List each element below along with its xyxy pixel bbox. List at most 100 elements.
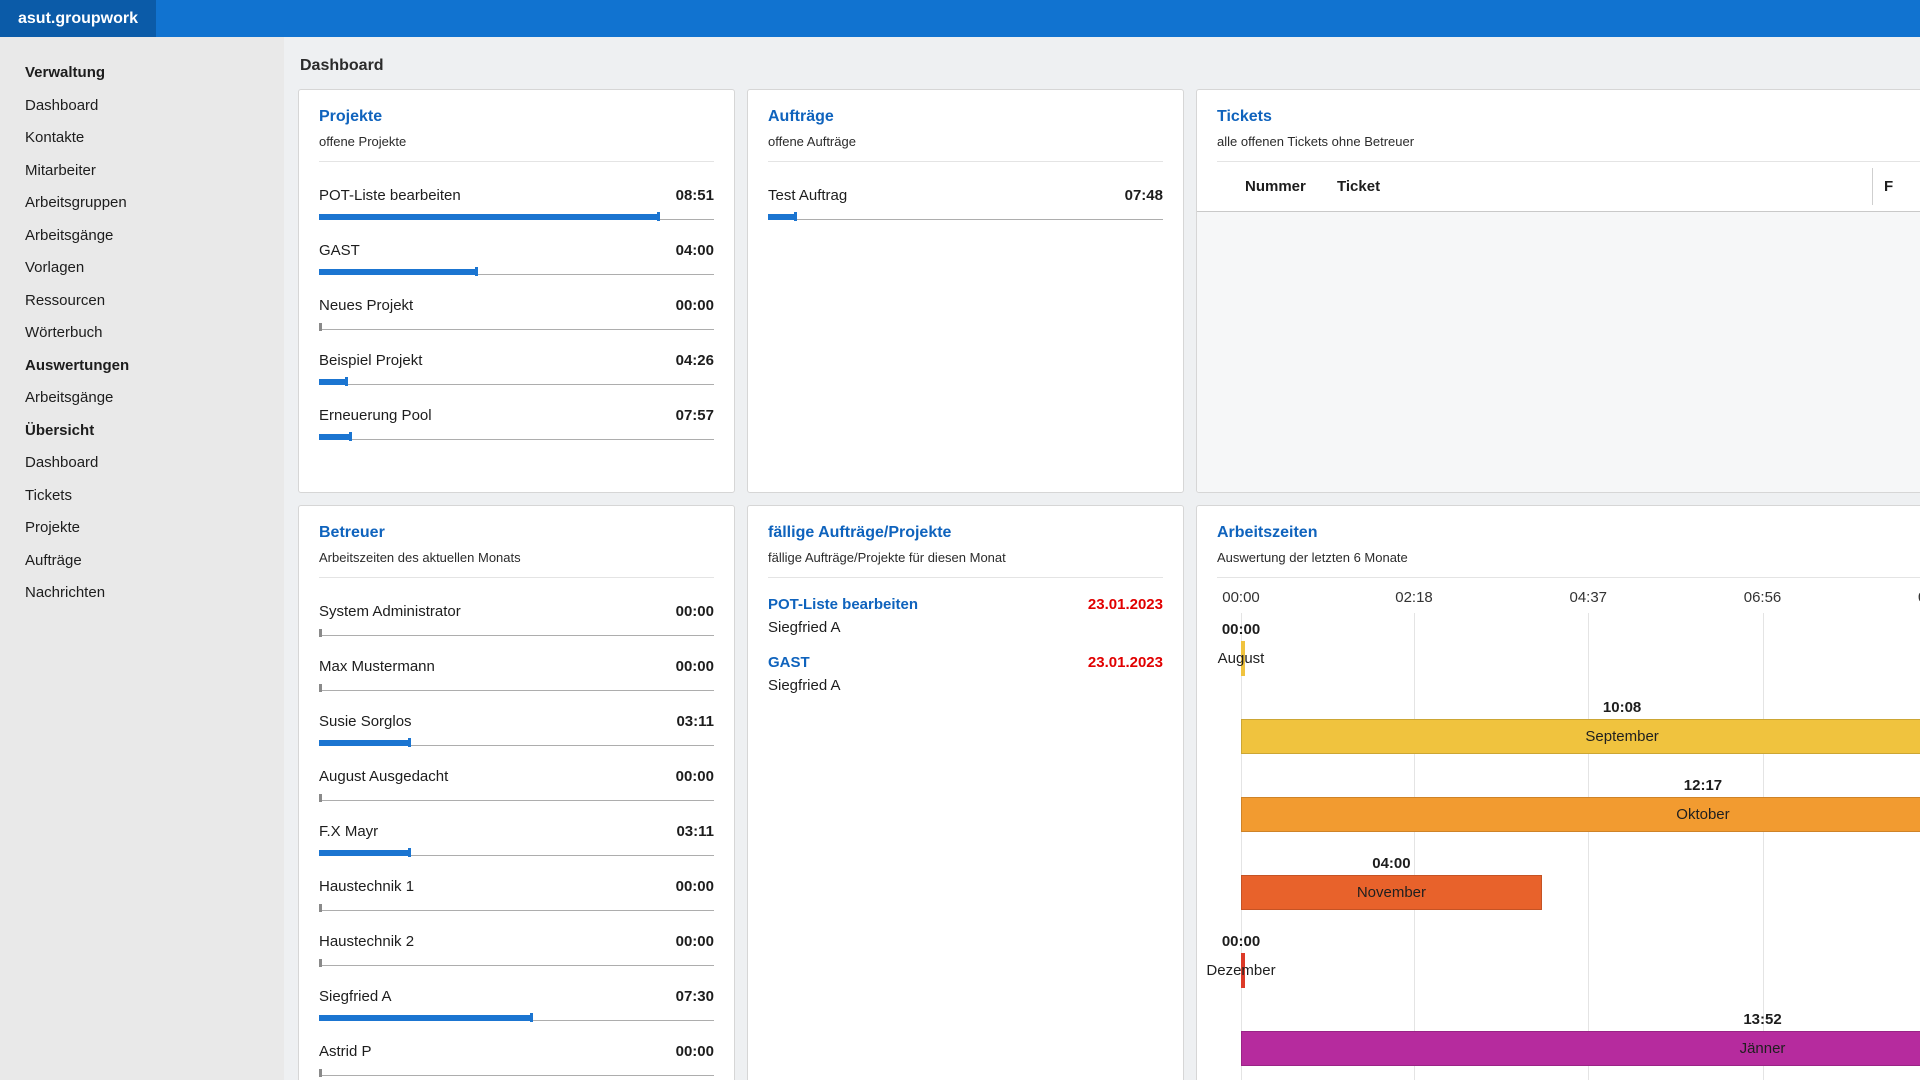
axis-tick-label: 02:18 [1395, 589, 1433, 606]
sidebar-item-verwaltung[interactable]: Verwaltung [25, 64, 106, 81]
bar-value-label: 04:00 [1372, 855, 1411, 872]
sidebar-item-kontakte[interactable]: Kontakte [25, 129, 85, 146]
sidebar-item-ressourcen[interactable]: Ressourcen [25, 291, 106, 309]
progress-track [319, 329, 714, 330]
list-item[interactable]: System Administrator 00:00 [319, 602, 714, 638]
progress-cap [319, 904, 322, 912]
list-item[interactable]: August Ausgedacht 00:00 [319, 767, 714, 803]
list-item[interactable]: GAST 04:00 [319, 241, 714, 277]
sidebar-item-vorlagen[interactable]: Vorlagen [25, 259, 85, 276]
item-name: Siegfried A [319, 988, 392, 1005]
chart-row-november: 04:00 November [1217, 854, 1920, 932]
progress-bar [319, 738, 714, 748]
card-projekte-title[interactable]: Projekte [319, 108, 383, 125]
card-tickets-title[interactable]: Tickets [1217, 108, 1272, 125]
due-item-link[interactable]: GAST [768, 654, 810, 671]
list-item[interactable]: Neues Projekt 00:00 [319, 296, 714, 332]
page-title: Dashboard [300, 57, 384, 74]
bar-j-nner[interactable] [1241, 1031, 1920, 1066]
sidebar-item-dashboard[interactable]: Dashboard [25, 454, 99, 471]
bar-november[interactable] [1241, 875, 1542, 910]
sidebar-item-auswertungen[interactable]: Auswertungen [25, 356, 130, 374]
list-item-head: GAST 04:00 [319, 241, 714, 260]
list-item-head: POT-Liste bearbeiten 08:51 [319, 186, 714, 205]
list-item[interactable]: Test Auftrag 07:48 [768, 186, 1163, 222]
list-item-head: Beispiel Projekt 04:26 [319, 351, 714, 370]
tickets-col-nummer[interactable]: Nummer [1245, 178, 1306, 195]
sidebar-item-mitarbeiter[interactable]: Mitarbeiter [25, 161, 96, 179]
card-auftraege: Aufträge offene Aufträge Test Auftrag 07:… [747, 89, 1184, 493]
sidebar-item-arbeitsg-nge[interactable]: Arbeitsgänge [25, 226, 114, 244]
list-item[interactable]: POT-Liste bearbeiten 08:51 [319, 186, 714, 222]
sidebar-item-arbeitsg-nge[interactable]: Arbeitsgänge [25, 389, 114, 406]
bar-month-label: November [1356, 884, 1427, 901]
card-arbeitszeiten-title[interactable]: Arbeitszeiten [1217, 524, 1318, 541]
progress-bar [319, 628, 714, 638]
progress-track [319, 1075, 714, 1076]
list-item[interactable]: Beispiel Projekt 04:26 [319, 351, 714, 387]
progress-fill [319, 269, 477, 275]
betreuer-list: System Administrator 00:00 Max Mustermann 0… [319, 602, 714, 1078]
item-time: 03:11 [676, 823, 714, 840]
item-time: 00:00 [675, 768, 714, 785]
app-logo[interactable]: asut.groupwork [0, 0, 157, 37]
progress-track [319, 745, 714, 746]
card-tickets-subtitle: alle offenen Tickets ohne Betreuer [1217, 134, 1920, 162]
card-auftraege-title[interactable]: Aufträge [768, 108, 834, 125]
axis-tick-label: 00:00 [1222, 589, 1260, 606]
bar-oktober[interactable] [1241, 797, 1920, 832]
progress-bar [319, 1013, 714, 1023]
list-item[interactable]: Siegfried A 07:30 [319, 987, 714, 1023]
list-item[interactable]: Haustechnik 1 00:00 [319, 877, 714, 913]
list-item[interactable]: Haustechnik 2 00:00 [319, 932, 714, 968]
list-item[interactable]: Astrid P 00:00 [319, 1042, 714, 1078]
card-faellige-subtitle: fällige Aufträge/Projekte für diesen Mon… [768, 550, 1163, 578]
bar-month-label: Jänner [1739, 1040, 1786, 1057]
due-item-head: GAST 23.01.2023 [768, 653, 1163, 672]
sidebar-item-projekte[interactable]: Projekte [25, 519, 81, 536]
tickets-col-partial[interactable]: F [1884, 178, 1894, 195]
sidebar-item-dashboard[interactable]: Dashboard [25, 96, 99, 114]
due-date: 23.01.2023 [1087, 596, 1163, 613]
bar-september[interactable] [1241, 719, 1920, 754]
progress-cap [319, 959, 322, 967]
chart-row-september: 10:08 September [1217, 698, 1920, 776]
progress-fill [768, 214, 796, 220]
progress-bar [319, 958, 714, 968]
item-time: 07:30 [675, 988, 714, 1005]
item-name: Haustechnik 2 [319, 933, 415, 950]
card-projekte: Projekte offene Projekte POT-Liste bearb… [298, 89, 735, 493]
tickets-col-ticket[interactable]: Ticket [1337, 178, 1381, 195]
item-name: POT-Liste bearbeiten [319, 187, 461, 204]
sidebar-item-nachrichten[interactable]: Nachrichten [25, 584, 106, 601]
top-bar: asut.groupwork [0, 0, 1920, 37]
card-tickets: Tickets alle offenen Tickets ohne Betreu… [1196, 89, 1920, 493]
due-item-link[interactable]: POT-Liste bearbeiten [768, 596, 919, 613]
sidebar-item-bersicht[interactable]: Übersicht [25, 421, 95, 439]
auftraege-list: Test Auftrag 07:48 [768, 186, 1163, 222]
sidebar-item-auftr-ge[interactable]: Aufträge [25, 551, 82, 569]
list-item-head: Susie Sorglos 03:11 [319, 712, 714, 731]
chart-row-august: 00:00 August [1217, 620, 1920, 698]
card-betreuer-title[interactable]: Betreuer [319, 524, 385, 541]
list-item-head: F.X Mayr 03:11 [319, 822, 714, 841]
card-betreuer-subtitle: Arbeitszeiten des aktuellen Monats [319, 550, 714, 578]
item-name: Beispiel Projekt [319, 352, 423, 369]
due-person: Siegfried A [768, 677, 841, 694]
list-item[interactable]: F.X Mayr 03:11 [319, 822, 714, 858]
item-time: 03:11 [676, 713, 714, 730]
list-item[interactable]: Susie Sorglos 03:11 [319, 712, 714, 748]
sidebar-item-arbeitsgruppen[interactable]: Arbeitsgruppen [25, 194, 127, 211]
bar-month-label: Oktober [1676, 806, 1730, 823]
card-faellige-title[interactable]: fällige Aufträge/Projekte [768, 524, 952, 541]
progress-cap [793, 212, 797, 221]
list-item[interactable]: Erneuerung Pool 07:57 [319, 406, 714, 442]
list-item-head: Haustechnik 1 00:00 [319, 877, 714, 896]
progress-bar [319, 848, 714, 858]
list-item[interactable]: Max Mustermann 00:00 [319, 657, 714, 693]
sidebar-item-w-rterbuch[interactable]: Wörterbuch [25, 324, 103, 341]
item-name: GAST [319, 242, 360, 259]
sidebar-item-tickets[interactable]: Tickets [25, 486, 72, 504]
item-time: 04:26 [675, 352, 714, 369]
faellige-list: POT-Liste bearbeiten 23.01.2023 Siegfried … [768, 595, 1163, 694]
